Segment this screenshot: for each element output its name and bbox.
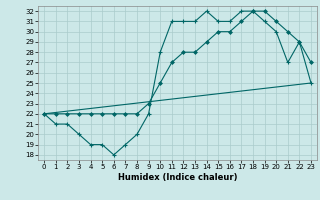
X-axis label: Humidex (Indice chaleur): Humidex (Indice chaleur) (118, 173, 237, 182)
